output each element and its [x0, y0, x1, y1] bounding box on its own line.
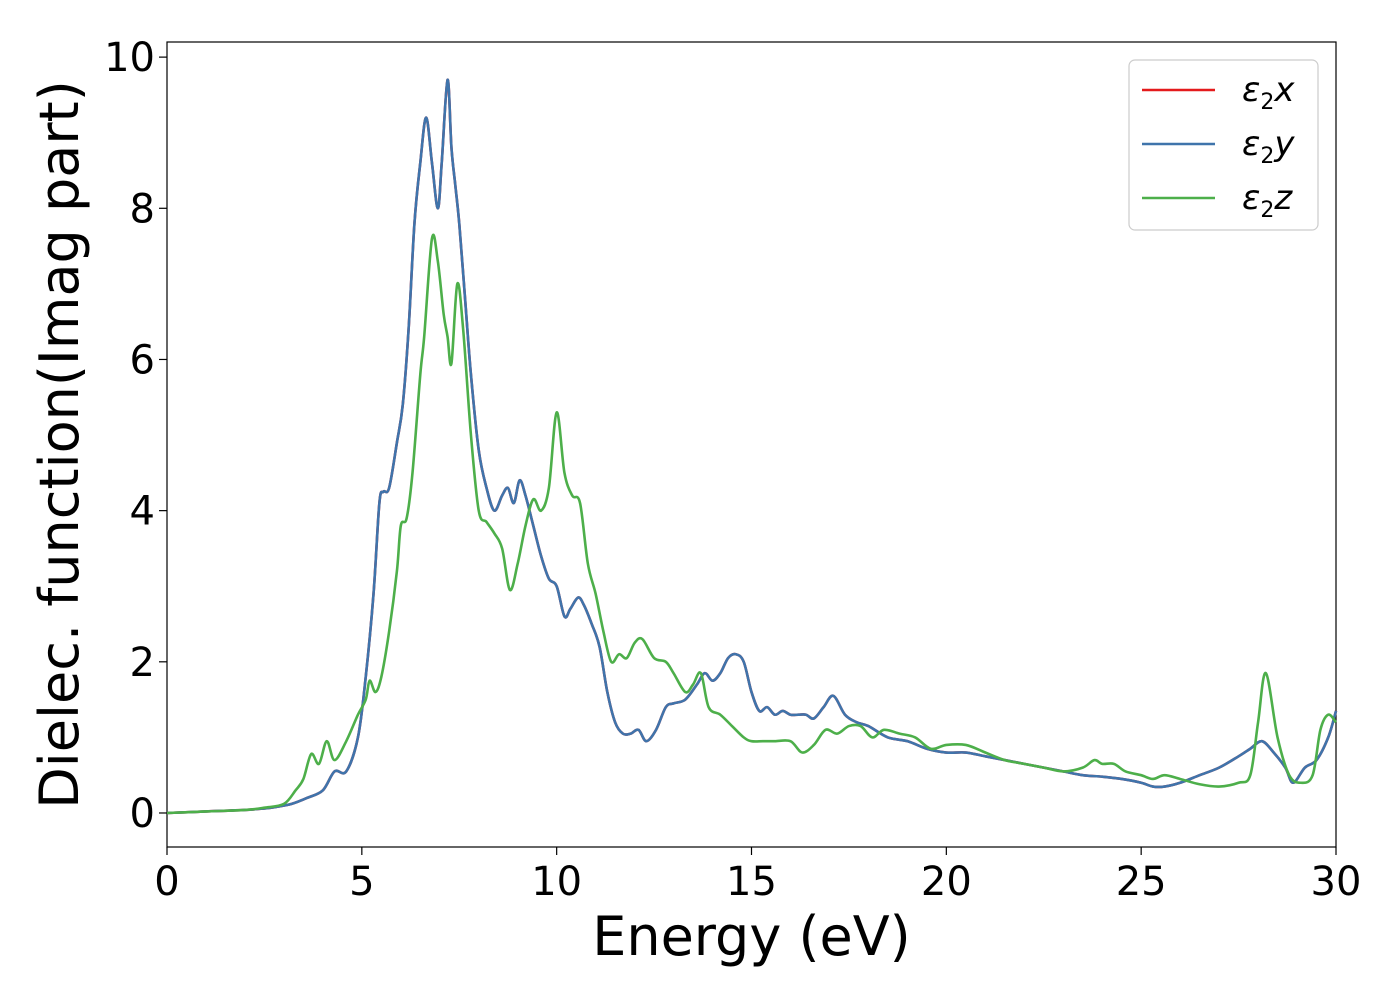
legend-label-z: ε2z: [1242, 178, 1293, 223]
x-tick-label: 0: [154, 859, 179, 905]
y-tick-label: 10: [104, 35, 155, 81]
x-tick-label: 10: [531, 859, 582, 905]
series-line-z: [166, 233, 1338, 815]
x-tick-label: 25: [1116, 859, 1167, 905]
x-tick-label: 30: [1311, 859, 1362, 905]
y-tick-label: 0: [130, 791, 155, 837]
x-tick-label: 5: [349, 859, 374, 905]
x-axis-label: Energy (eV): [592, 905, 911, 968]
y-tick-label: 2: [130, 640, 155, 686]
x-tick-label: 15: [726, 859, 777, 905]
legend-label-x: ε2x: [1242, 70, 1295, 115]
x-axis-ticks: 0 5 10 15 20 25 30: [154, 847, 1361, 905]
x-tick-label: 20: [921, 859, 972, 905]
legend-box: [1128, 59, 1319, 231]
series-line-y: [166, 78, 1338, 815]
series-layer: [166, 78, 1338, 815]
y-tick-label: 8: [130, 186, 155, 232]
y-axis-ticks: 0 2 4 6 8 10: [104, 35, 167, 837]
y-axis-label: Dielec. function(Imag part): [28, 80, 91, 809]
y-tick-label: 4: [130, 489, 155, 535]
y-tick-label: 6: [130, 337, 155, 383]
legend-label-y: ε2y: [1242, 124, 1295, 169]
legend: ε2x ε2y ε2z: [1128, 59, 1319, 231]
